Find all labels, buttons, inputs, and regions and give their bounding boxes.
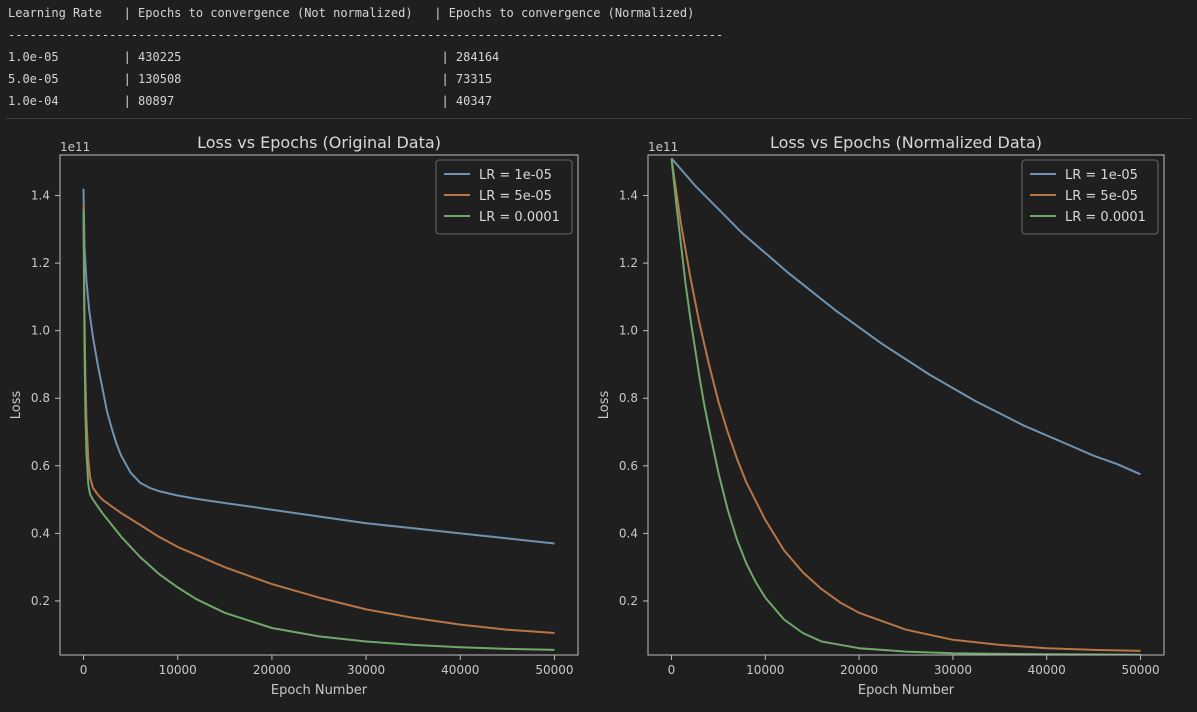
y-tick-label: 0.2 <box>31 594 50 608</box>
legend-label-1: LR = 1e-05 <box>1065 168 1138 183</box>
x-tick-label: 30000 <box>934 663 972 677</box>
x-tick-label: 30000 <box>347 663 385 677</box>
x-tick-label: 50000 <box>535 663 573 677</box>
series-line-2 <box>82 205 555 634</box>
plot-frame <box>59 154 579 656</box>
x-tick-label: 10000 <box>159 663 197 677</box>
y-tick-label: 0.6 <box>31 459 50 473</box>
legend-label-2: LR = 5e-05 <box>479 189 552 204</box>
y-tick-label: 1.0 <box>619 324 638 338</box>
y-tick-label: 1.2 <box>619 256 638 270</box>
x-tick-label: 20000 <box>840 663 878 677</box>
series-line-3 <box>82 209 555 651</box>
y-tick-label: 0.8 <box>31 391 50 405</box>
chart-1: Loss vs Epochs (Original Data) 1e11 0 10000… <box>9 133 579 698</box>
axis-offset-label: 1e11 <box>60 140 90 154</box>
y-tick-label: 1.4 <box>619 189 638 203</box>
x-tick-label: 0 <box>80 663 88 677</box>
x-tick-label: 40000 <box>1028 663 1066 677</box>
axis-offset-label: 1e11 <box>648 140 678 154</box>
y-tick-label: 0.2 <box>619 594 638 608</box>
legend-label-3: LR = 0.0001 <box>479 210 560 225</box>
figure-plots: Loss vs Epochs (Original Data) 1e11 0 10000… <box>9 133 1165 698</box>
y-tick-label: 0.8 <box>619 391 638 405</box>
series-line-3 <box>670 158 1141 655</box>
y-tick-label: 1.0 <box>31 324 50 338</box>
series-line-1 <box>670 157 1141 476</box>
x-tick-label: 20000 <box>253 663 291 677</box>
y-tick-label: 0.4 <box>619 526 638 540</box>
x-axis-label: Epoch Number <box>271 683 368 698</box>
x-axis-label: Epoch Number <box>858 683 955 698</box>
y-axis-label: Loss <box>597 391 612 420</box>
console-output: Learning Rate | Epochs to convergence (N… <box>0 0 1197 118</box>
legend-label-3: LR = 0.0001 <box>1065 210 1146 225</box>
series-line-1 <box>82 188 555 545</box>
x-tick-label: 40000 <box>441 663 479 677</box>
chart-2: Loss vs Epochs (Normalized Data) 1e11 0 100… <box>597 133 1165 698</box>
x-tick-label: 10000 <box>746 663 784 677</box>
x-tick-label: 0 <box>668 663 676 677</box>
legend-label-2: LR = 5e-05 <box>1065 189 1138 204</box>
console-row: 1.0e-04 | 80897 | 40347 <box>8 94 493 108</box>
series-line-2 <box>670 158 1141 652</box>
console-divider-line: ----------------------------------------… <box>8 28 724 42</box>
console-row: 1.0e-05 | 430225 | 284164 <box>8 50 500 64</box>
console-row: 5.0e-05 | 130508 | 73315 <box>8 72 493 86</box>
series-group <box>670 157 1141 655</box>
y-axis-label: Loss <box>9 391 24 420</box>
y-tick-label: 0.6 <box>619 459 638 473</box>
chart-title: Loss vs Epochs (Normalized Data) <box>770 133 1042 152</box>
chart-title: Loss vs Epochs (Original Data) <box>197 133 441 152</box>
plot-frame <box>647 154 1165 656</box>
y-tick-label: 0.4 <box>31 526 50 540</box>
series-group <box>82 188 555 651</box>
y-tick-label: 1.4 <box>31 189 50 203</box>
console-header-line: Learning Rate | Epochs to convergence (N… <box>8 6 695 20</box>
legend-label-1: LR = 1e-05 <box>479 168 552 183</box>
y-tick-label: 1.2 <box>31 256 50 270</box>
output-separator <box>6 118 1191 119</box>
x-tick-label: 50000 <box>1121 663 1159 677</box>
